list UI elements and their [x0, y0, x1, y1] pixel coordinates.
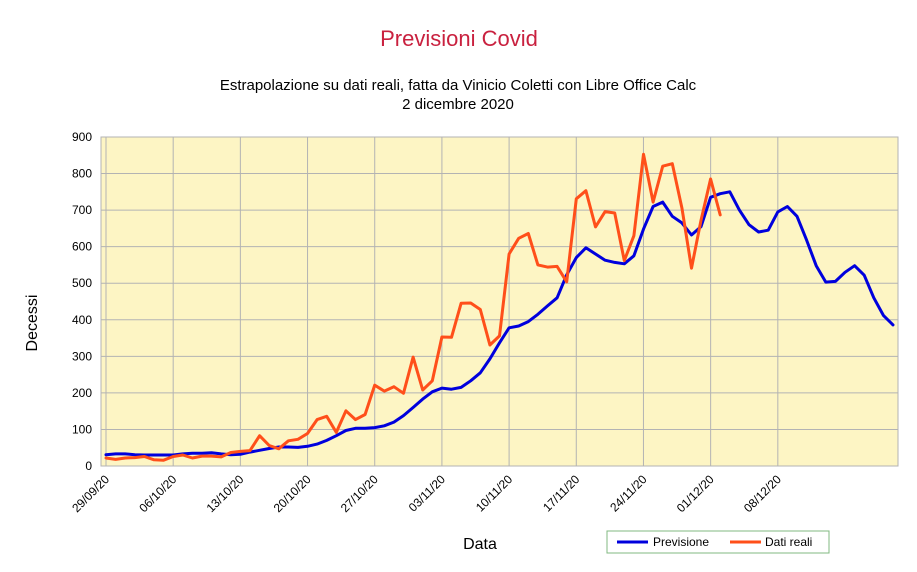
y-tick-label: 200	[72, 386, 92, 400]
legend-box	[606, 530, 830, 554]
chart-title: Previsioni Covid	[380, 26, 538, 51]
x-tick-label: 17/11/20	[540, 472, 583, 515]
y-tick-label: 800	[72, 167, 92, 181]
y-tick-label: 700	[72, 203, 92, 217]
y-tick-label: 400	[72, 313, 92, 327]
x-tick-label: 24/11/20	[607, 472, 650, 515]
y-tick-label: 900	[72, 130, 92, 144]
series-line-dati-reali	[104, 152, 722, 462]
legend: Previsione Dati reali	[606, 530, 830, 554]
x-tick-label: 01/12/20	[674, 472, 717, 515]
x-axis-ticks: 29/09/20 06/10/20 13/10/20 20/10/20 27/10/20…	[69, 472, 784, 515]
x-tick-label: 29/09/20	[69, 472, 112, 515]
x-tick-label: 10/11/20	[473, 472, 516, 515]
y-axis-ticks: 0 100 200 300 400 500 600 700 800 900	[72, 130, 92, 473]
y-tick-label: 0	[85, 459, 92, 473]
x-tick-label: 27/10/20	[338, 472, 381, 515]
chart-subtitle-line-1: Estrapolazione su dati reali, fatta da V…	[220, 77, 697, 94]
chart-subtitle-line-2: 2 dicembre 2020	[402, 96, 514, 113]
x-tick-label: 06/10/20	[136, 472, 179, 515]
x-axis-title: Data	[463, 536, 497, 553]
legend-label-previsione: Previsione	[653, 535, 709, 549]
x-tick-label: 03/11/20	[406, 472, 449, 515]
x-tick-label: 13/10/20	[204, 472, 247, 515]
y-tick-label: 100	[72, 422, 92, 436]
y-tick-label: 300	[72, 349, 92, 363]
series-line-previsione	[104, 190, 895, 457]
legend-label-dati-reali: Dati reali	[765, 535, 812, 549]
series-lines	[104, 152, 895, 462]
y-axis-title: Decessi	[24, 295, 41, 352]
y-tick-label: 600	[72, 240, 92, 254]
grid	[101, 136, 898, 467]
y-tick-label: 500	[72, 276, 92, 290]
plot-area	[100, 136, 899, 467]
x-tick-label: 08/12/20	[741, 472, 784, 515]
x-tick-label: 20/10/20	[271, 472, 314, 515]
